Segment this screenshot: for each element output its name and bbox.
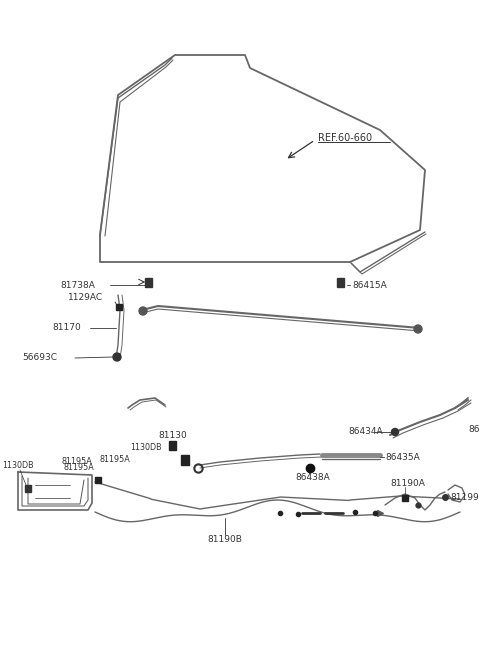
Bar — [336, 277, 344, 287]
Text: 81130: 81130 — [158, 430, 187, 440]
Circle shape — [139, 307, 147, 315]
Text: 81195A: 81195A — [62, 457, 93, 466]
Text: 86438A: 86438A — [295, 474, 330, 483]
Text: 81199: 81199 — [450, 493, 479, 501]
Circle shape — [414, 325, 422, 333]
Bar — [168, 440, 176, 449]
Bar — [181, 455, 189, 465]
Text: 81170: 81170 — [52, 323, 81, 333]
Text: 86434A: 86434A — [348, 428, 383, 436]
Text: 81195A: 81195A — [64, 464, 95, 472]
Bar — [144, 277, 152, 287]
Circle shape — [113, 353, 121, 361]
Text: 86435A: 86435A — [385, 453, 420, 462]
Text: 81738A: 81738A — [60, 281, 95, 289]
Circle shape — [392, 428, 398, 436]
Text: 1130DB: 1130DB — [2, 461, 34, 470]
Text: 86415A: 86415A — [352, 281, 387, 289]
Text: 56693C: 56693C — [22, 354, 57, 363]
Text: 81190A: 81190A — [390, 480, 425, 489]
Text: 86430: 86430 — [468, 426, 480, 434]
Text: 1129AC: 1129AC — [68, 293, 103, 302]
Text: 81190B: 81190B — [207, 535, 242, 544]
Text: 81195A: 81195A — [100, 455, 131, 464]
Bar — [25, 485, 31, 491]
Text: 1130DB: 1130DB — [130, 443, 162, 453]
Text: REF.60-660: REF.60-660 — [318, 133, 372, 143]
